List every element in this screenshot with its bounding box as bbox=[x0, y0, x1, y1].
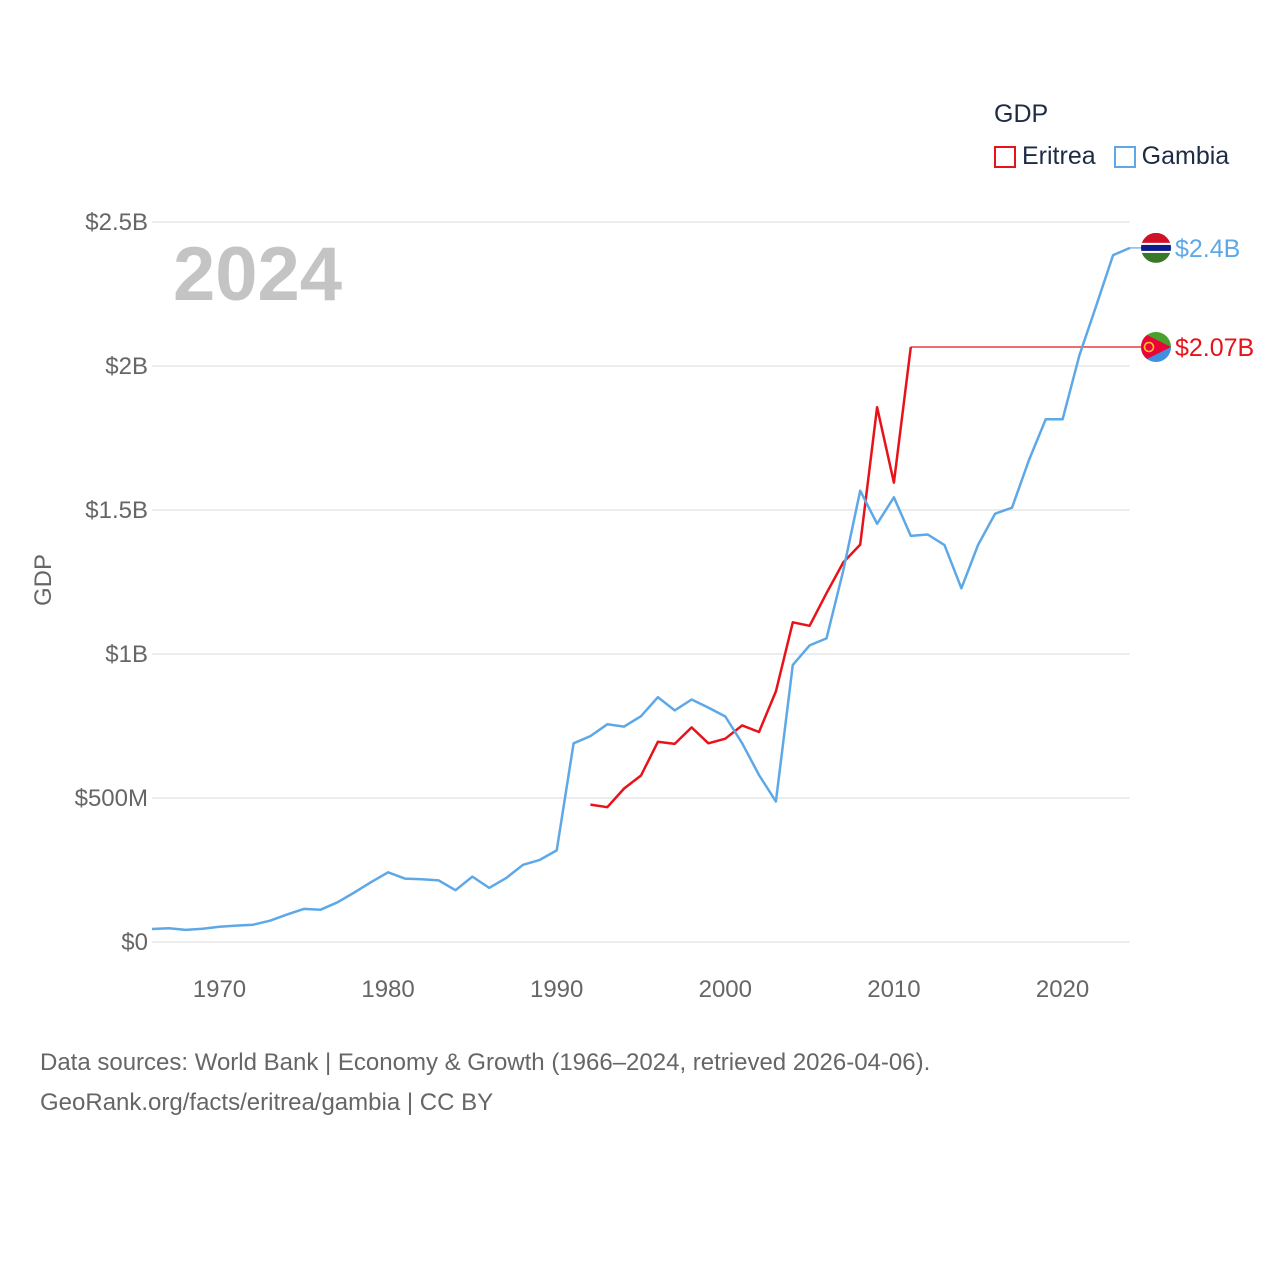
grid-lines bbox=[152, 221, 1130, 943]
y-tick-label: $500M bbox=[75, 785, 148, 812]
x-tick-label: 1990 bbox=[530, 976, 583, 1003]
source-line-1: Data sources: World Bank | Economy & Gro… bbox=[40, 1049, 931, 1076]
source-note: Data sources: World Bank | Economy & Gro… bbox=[40, 1043, 930, 1123]
legend-title: GDP bbox=[994, 100, 1049, 128]
y-tick-label: $1B bbox=[105, 641, 148, 668]
x-tick-label: 2000 bbox=[699, 976, 752, 1003]
series-line-eritrea[interactable] bbox=[590, 346, 913, 809]
x-tick-label: 1970 bbox=[193, 976, 246, 1003]
legend-item-gambia[interactable]: Gambia bbox=[1113, 142, 1230, 171]
gambia-flag-icon bbox=[1141, 232, 1171, 263]
end-label-eritrea: $2.07B bbox=[1175, 334, 1254, 362]
legend-item-eritrea[interactable]: Eritrea bbox=[994, 142, 1096, 171]
end-labels: $2.07B $2.4B bbox=[1141, 232, 1254, 362]
y-tick-label: $2B bbox=[105, 353, 148, 380]
legend-label-eritrea: Eritrea bbox=[1022, 142, 1096, 170]
y-axis-label: GDP bbox=[30, 554, 57, 606]
x-tick-label: 2010 bbox=[867, 976, 920, 1003]
end-label-gambia: $2.4B bbox=[1175, 235, 1240, 263]
legend-swatch-eritrea bbox=[994, 145, 1016, 168]
y-tick-label: $0 bbox=[121, 929, 148, 956]
year-label: 2024 bbox=[173, 232, 342, 317]
legend-label-gambia: Gambia bbox=[1141, 142, 1230, 170]
series-line-gambia[interactable] bbox=[151, 246, 1131, 932]
series-lines bbox=[151, 246, 1146, 932]
x-tick-label: 2020 bbox=[1036, 976, 1089, 1003]
legend-swatch-gambia bbox=[1113, 145, 1136, 168]
x-tick-label: 1980 bbox=[361, 976, 414, 1003]
eritrea-flag-icon bbox=[1141, 331, 1171, 362]
y-tick-label: $2.5B bbox=[85, 209, 148, 236]
source-line-2[interactable]: GeoRank.org/facts/eritrea/gambia | CC BY bbox=[40, 1089, 494, 1116]
y-tick-label: $1.5B bbox=[85, 497, 148, 524]
y-axis-ticks: $0 $500M $1B $1.5B $2B $2.5B bbox=[75, 209, 148, 956]
x-axis-ticks: 1970 1980 1990 2000 2010 2020 bbox=[193, 976, 1089, 1003]
legend: Eritrea Gambia bbox=[994, 142, 1229, 171]
